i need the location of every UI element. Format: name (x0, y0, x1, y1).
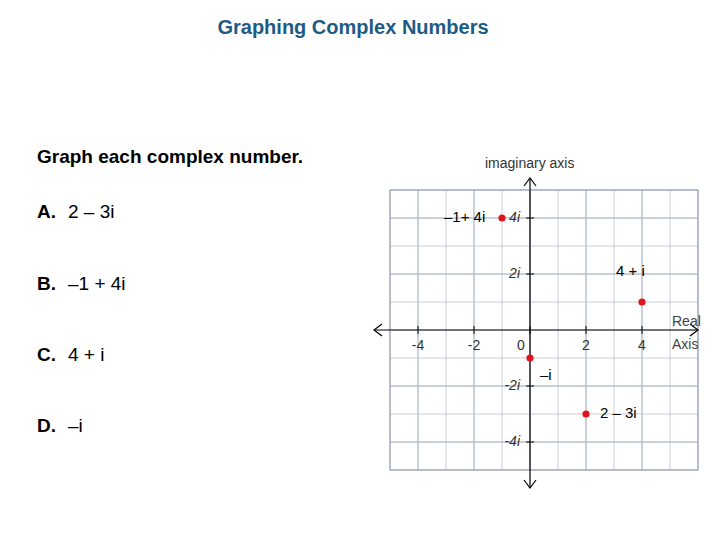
axis-arrow (374, 324, 382, 336)
minor-grid-line (418, 190, 419, 470)
minor-grid-line (390, 358, 698, 359)
x-tick-label: 2 (556, 337, 616, 353)
tick-mark (586, 326, 587, 334)
point-label: 4 + i (616, 262, 645, 279)
grid-line (418, 190, 419, 470)
item-letter: B. (37, 273, 56, 295)
grid-line (474, 190, 475, 470)
y-tick-label: -4i (464, 433, 520, 449)
minor-grid-line (390, 442, 698, 443)
prompt: Graph each complex number. (37, 146, 303, 168)
minor-grid-line (390, 386, 698, 387)
point (526, 354, 533, 361)
item-letter: D. (37, 415, 56, 437)
x-axis (374, 329, 698, 330)
tick-mark (526, 218, 534, 219)
axes (374, 178, 698, 488)
y-tick-label: 2i (464, 265, 520, 281)
x-tick-label: -4 (388, 337, 448, 353)
x-axis-label: Real Axis (672, 310, 712, 356)
grid-line (390, 274, 698, 275)
tick-mark (526, 442, 534, 443)
item-letter: C. (37, 344, 56, 366)
tick-mark (474, 326, 475, 334)
tick-mark (530, 326, 531, 334)
y-axis-label: imaginary axis (485, 155, 574, 171)
tick-mark (418, 326, 419, 334)
x-tick-label: 4 (612, 337, 672, 353)
axis-arrow (524, 480, 536, 488)
tick-mark (526, 274, 534, 275)
minor-grid-line (390, 414, 698, 415)
x-tick-label: 0 (491, 337, 551, 353)
point-label: –1+ 4i (444, 208, 485, 225)
y-tick-label: -2i (464, 377, 520, 393)
points (498, 214, 645, 417)
title: Graphing Complex Numbers (0, 16, 706, 39)
minor-grid-line (390, 302, 698, 303)
chart (0, 0, 720, 540)
point-label: –i (540, 366, 552, 383)
item-letter: A. (37, 201, 56, 223)
grid-line (586, 190, 587, 470)
minor-grid-line (390, 274, 698, 275)
point (638, 298, 645, 305)
point-label: 2 – 3i (600, 404, 637, 421)
minor-grid-line (642, 190, 643, 470)
slide: Graphing Complex Numbers Graph each compl… (0, 0, 720, 540)
x-tick-label: -2 (444, 337, 504, 353)
item-text: –1 + 4i (68, 273, 126, 295)
axis-arrow (524, 178, 536, 186)
minor-grid-line (390, 218, 698, 219)
minor-grid-line (586, 190, 587, 470)
minor-grid-line (390, 246, 698, 247)
tick-mark (642, 326, 643, 334)
tick-mark (526, 386, 534, 387)
item-text: 4 + i (68, 344, 104, 366)
point (498, 214, 505, 221)
grid-line (390, 218, 698, 219)
item-text: 2 – 3i (68, 201, 114, 223)
minor-grid-line (474, 190, 475, 470)
grid-line (390, 442, 698, 443)
grid-line (642, 190, 643, 470)
point (582, 410, 589, 417)
item-text: –i (68, 415, 83, 437)
grid-line (390, 386, 698, 387)
